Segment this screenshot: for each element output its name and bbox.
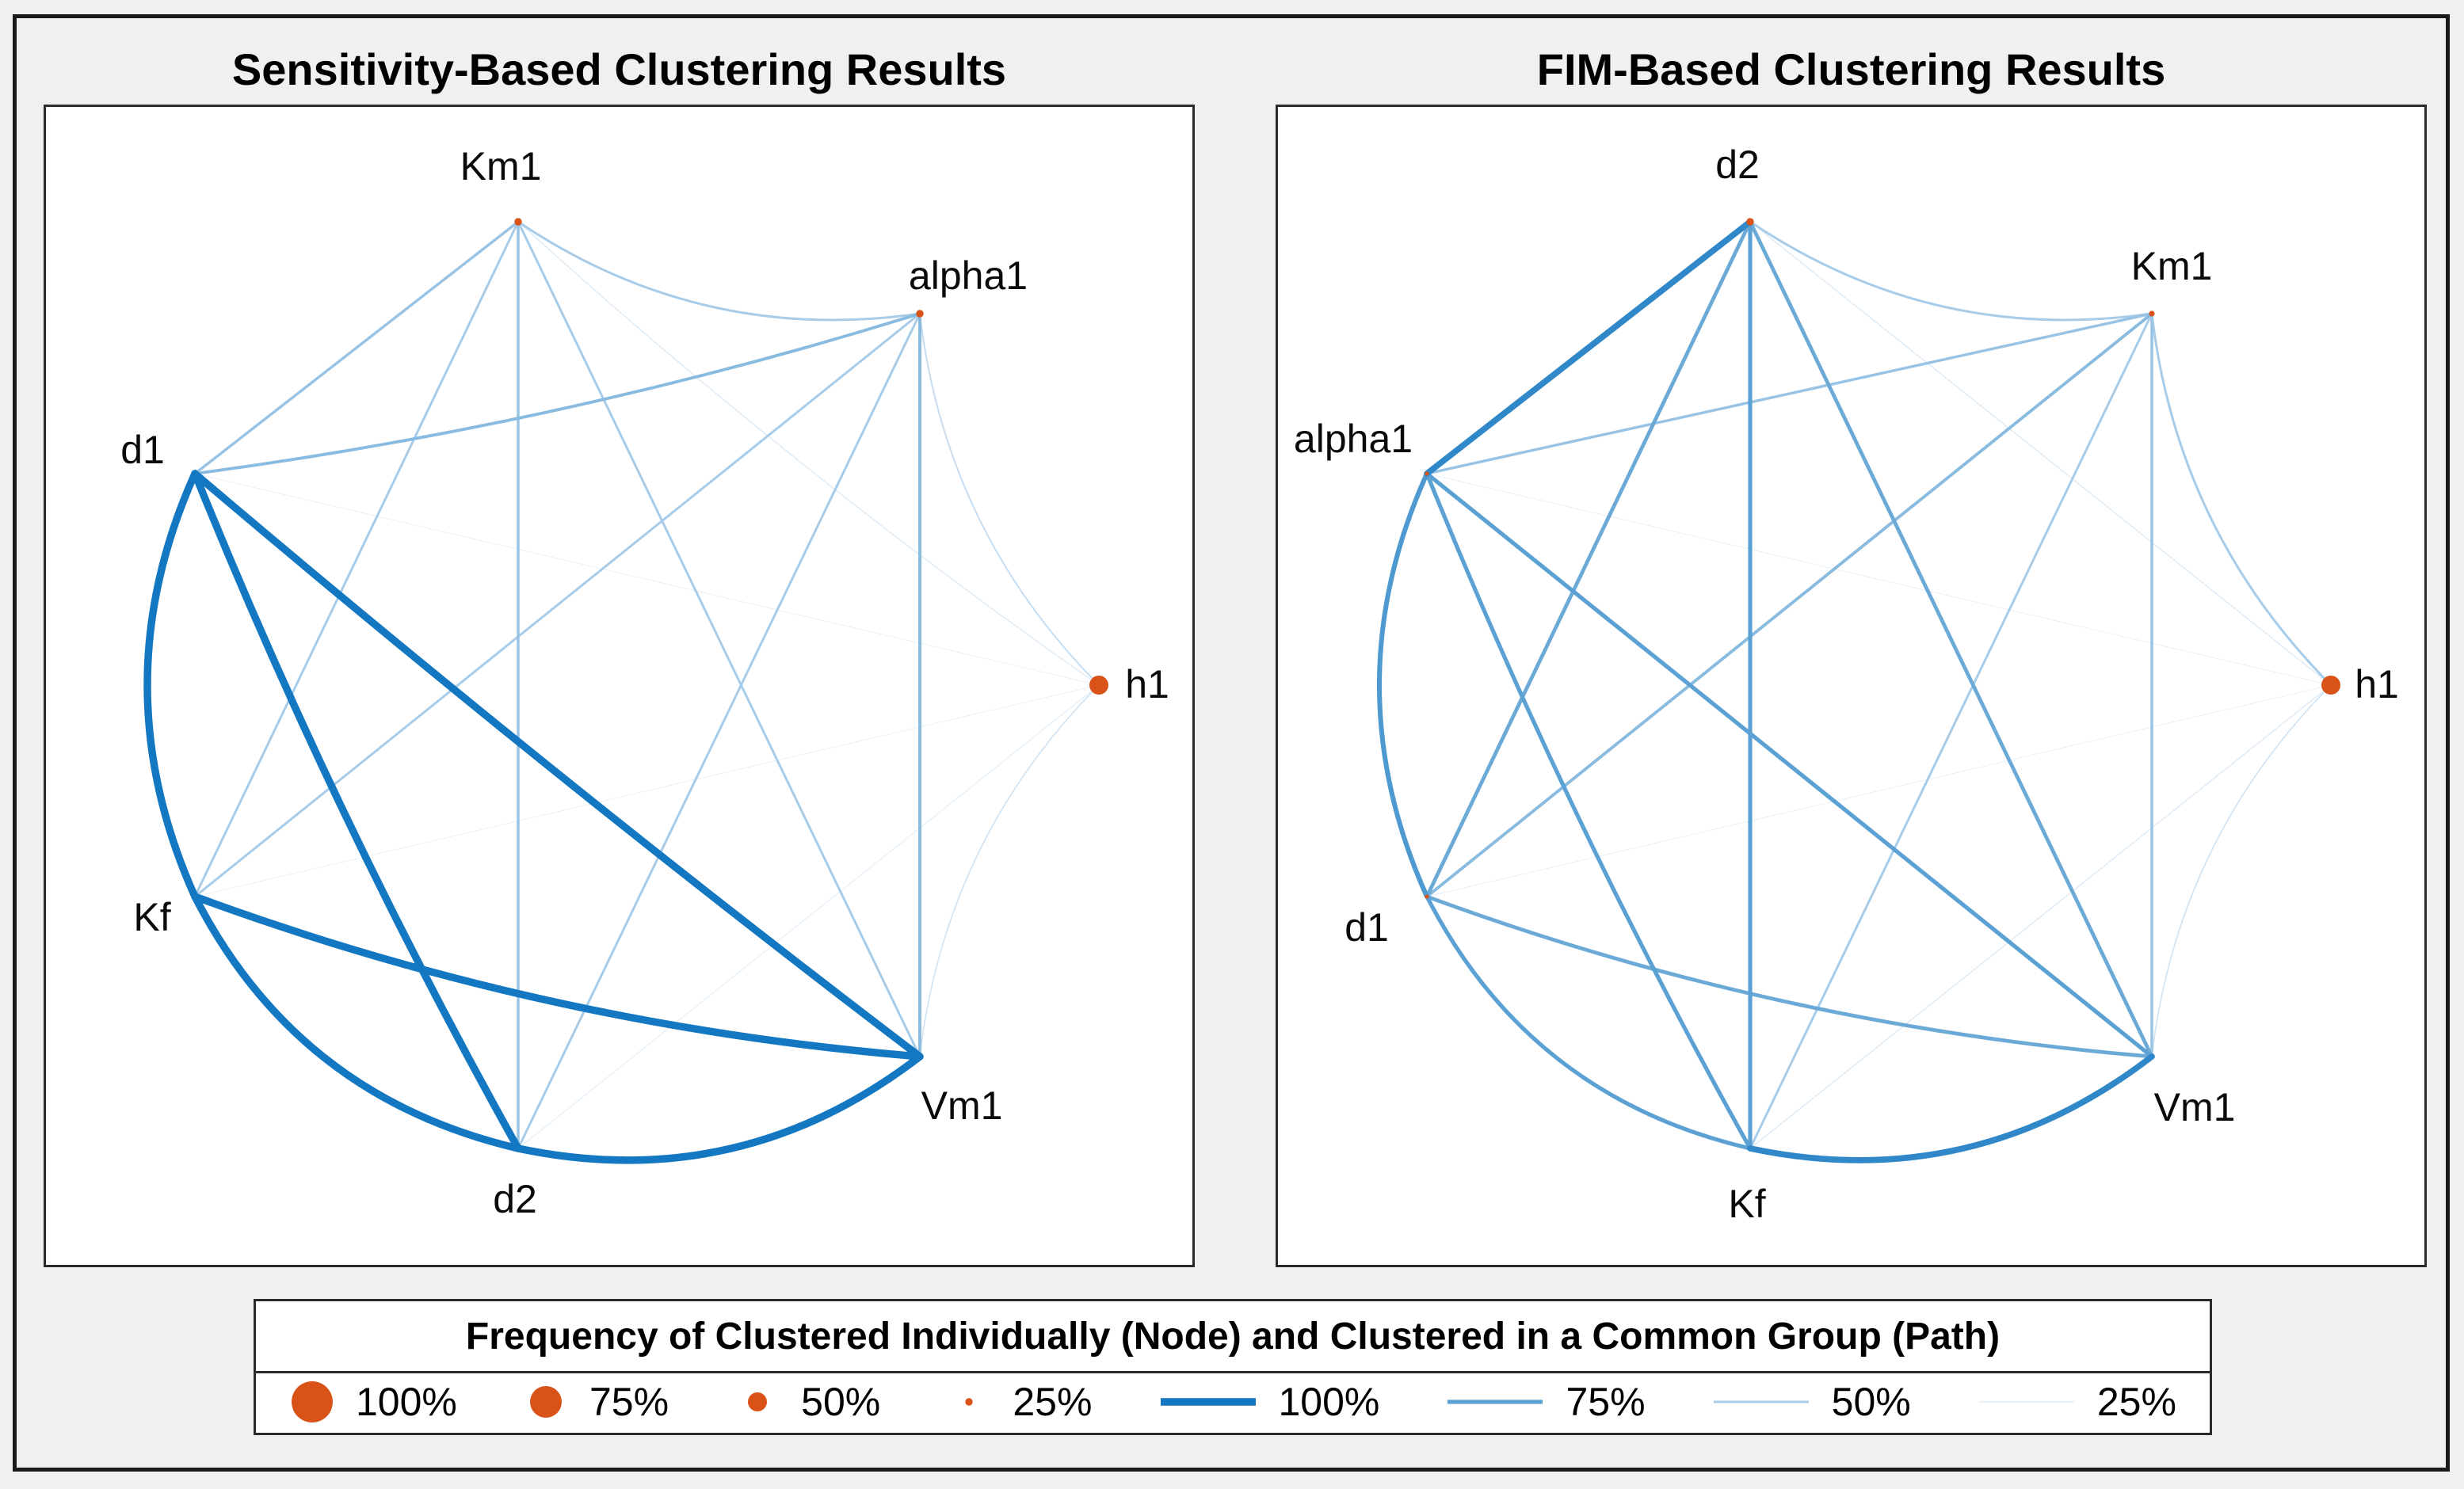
legend-item-path-75: 75% <box>1445 1379 1646 1425</box>
node-label-fim-d1: d1 <box>1345 905 1389 950</box>
legend-items-row: 100% 75% 50% 25% 100% 75% 50% 25% <box>256 1373 2210 1430</box>
edge-fim-h1-d1 <box>1426 684 2332 897</box>
edge-fim-alpha1-Vm1 <box>1425 471 2154 1059</box>
edge-fim-Kf-Vm1 <box>1747 1053 2155 1163</box>
edge-fim-Km1-d1 <box>1425 312 2153 898</box>
node-dot-sensitivity-alpha1 <box>916 310 924 318</box>
edge-fim-d2-d1 <box>1425 219 1753 899</box>
node-label-fim-Kf: Kf <box>1728 1182 1765 1226</box>
edge-sensitivity-alpha1-h1 <box>919 313 1100 686</box>
panel-fim-plot <box>1276 105 2427 1267</box>
edge-fim-d2-Vm1 <box>1748 219 2154 1059</box>
edge-sensitivity-alpha1-d2 <box>517 312 921 1150</box>
node-label-sensitivity-Kf: Kf <box>133 895 170 939</box>
node-label-sensitivity-h1: h1 <box>1125 662 1169 706</box>
edge-sensitivity-Km1-h1 <box>517 221 1100 686</box>
edge-sensitivity-d1-d2 <box>191 470 522 1152</box>
node-label-sensitivity-d2: d2 <box>493 1177 537 1221</box>
node-dot-fim-d1 <box>1425 894 1429 899</box>
path-25-swatch-icon <box>1977 1392 2077 1412</box>
node-label-fim-Km1: Km1 <box>2131 244 2213 288</box>
legend-item-path-50: 50% <box>1711 1379 1911 1425</box>
node-label-fim-d2: d2 <box>1715 143 1760 187</box>
node-dot-fim-alpha1 <box>1425 471 1429 476</box>
edge-fim-h1-d2 <box>1749 221 2332 686</box>
edge-sensitivity-Km1-alpha1 <box>517 220 921 322</box>
fim-plot-title: FIM-Based Clustering Results <box>1536 44 2166 94</box>
node-label-sensitivity-d1: d1 <box>120 428 165 472</box>
edge-sensitivity-alpha1-d1 <box>193 312 921 475</box>
legend-item-node-25: 25% <box>946 1379 1092 1425</box>
sensitivity-plot-title: Sensitivity-Based Clustering Results <box>231 44 1007 94</box>
node-label-sensitivity-Km1: Km1 <box>460 144 542 189</box>
edge-fim-alpha1-Kf <box>1425 471 1753 1151</box>
node-50-swatch-icon <box>734 1379 780 1425</box>
legend-item-path-25: 25% <box>1977 1379 2176 1425</box>
edge-sensitivity-h1-d1 <box>194 473 1100 686</box>
edge-fim-Km1-alpha1 <box>1425 312 2153 475</box>
edge-fim-Km1-h1 <box>2150 312 2332 687</box>
edge-sensitivity-Km1-d1 <box>193 220 520 475</box>
legend-path-100-label: 100% <box>1278 1380 1380 1424</box>
legend-node-50-label: 50% <box>801 1380 881 1424</box>
edge-sensitivity-h1-Vm1 <box>919 684 1100 1057</box>
node-label-sensitivity-Vm1: Vm1 <box>921 1083 1003 1128</box>
node-100-swatch-icon <box>289 1379 335 1425</box>
edge-fim-alpha1-d1 <box>1376 470 1430 900</box>
figure-border <box>13 14 2450 1472</box>
node-dot-fim-Km1 <box>2149 310 2155 317</box>
edge-fim-h1-alpha1 <box>1426 473 2332 686</box>
edge-sensitivity-d1-Vm1 <box>191 470 924 1061</box>
legend-node-75-label: 75% <box>589 1380 669 1424</box>
edge-sensitivity-h1-d2 <box>517 684 1100 1149</box>
edge-fim-Km1-Kf <box>1749 312 2153 1150</box>
edge-sensitivity-alpha1-Kf <box>193 312 921 898</box>
node-label-fim-h1: h1 <box>2355 662 2399 706</box>
edge-sensitivity-Kf-d2 <box>191 893 522 1152</box>
legend-path-50-label: 50% <box>1831 1380 1911 1424</box>
legend-path-25-label: 25% <box>2096 1380 2176 1424</box>
edge-sensitivity-Kf-Vm1 <box>191 893 924 1061</box>
node-dot-fim-d2 <box>1746 218 1754 226</box>
legend-item-node-100: 100% <box>289 1379 457 1425</box>
path-100-swatch-icon <box>1158 1392 1258 1412</box>
node-label-fim-Vm1: Vm1 <box>2154 1085 2236 1129</box>
node-dot-fim-h1 <box>2321 676 2340 695</box>
edge-fim-d1-Kf <box>1425 894 1753 1151</box>
edge-fim-alpha1-d2 <box>1424 219 1753 477</box>
legend-node-25-label: 25% <box>1013 1380 1093 1424</box>
path-75-swatch-icon <box>1445 1392 1545 1412</box>
node-75-swatch-icon <box>523 1379 569 1425</box>
node-label-sensitivity-alpha1: alpha1 <box>909 253 1028 298</box>
legend-item-node-50: 50% <box>734 1379 880 1425</box>
node-dot-sensitivity-h1 <box>1089 676 1108 695</box>
edge-sensitivity-h1-Kf <box>194 684 1100 897</box>
legend-title: Frequency of Clustered Individually (Nod… <box>256 1301 2210 1373</box>
edge-fim-h1-Vm1 <box>2151 684 2332 1057</box>
edge-fim-h1-Kf <box>1749 684 2332 1149</box>
edge-sensitivity-d2-Vm1 <box>514 1053 924 1164</box>
panel-sensitivity-plot <box>44 105 1195 1267</box>
edge-sensitivity-Km1-Kf <box>193 220 520 898</box>
edge-fim-d1-Vm1 <box>1425 894 2154 1059</box>
node-25-swatch-icon <box>946 1379 992 1425</box>
node-dot-sensitivity-Km1 <box>514 218 522 226</box>
legend-node-100-label: 100% <box>356 1380 457 1424</box>
edge-fim-Km1-d2 <box>1749 220 2153 322</box>
path-50-swatch-icon <box>1711 1392 1811 1412</box>
legend-item-path-100: 100% <box>1158 1379 1380 1425</box>
edge-sensitivity-Km1-Vm1 <box>517 220 921 1058</box>
legend-path-75-label: 75% <box>1566 1380 1646 1424</box>
node-label-fim-alpha1: alpha1 <box>1294 417 1413 461</box>
legend-box: Frequency of Clustered Individually (Nod… <box>254 1299 2212 1435</box>
edge-sensitivity-d1-Kf <box>143 470 199 901</box>
legend-item-node-75: 75% <box>523 1379 669 1425</box>
